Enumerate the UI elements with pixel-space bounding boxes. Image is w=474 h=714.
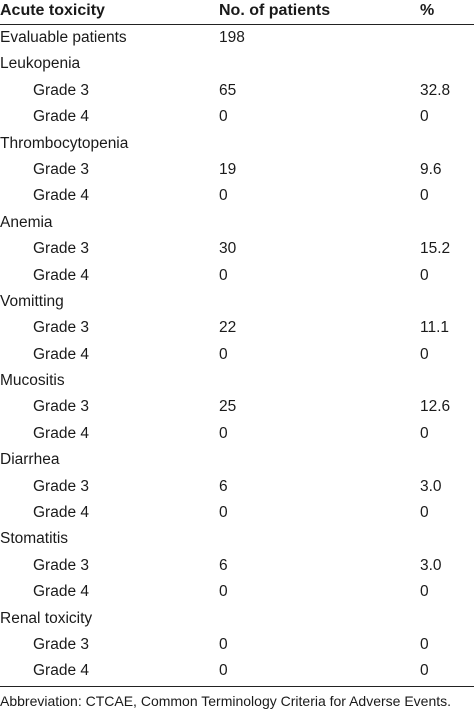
grade-label: Grade 3 (33, 160, 90, 178)
grade-label: Grade 4 (33, 424, 90, 442)
category-label: Renal toxicity (0, 609, 93, 627)
patient-count: 0 (219, 108, 228, 126)
percentage: 12.6 (420, 398, 451, 416)
patient-count: 22 (219, 319, 237, 337)
grade-label: Grade 3 (33, 477, 90, 495)
percentage: 3.0 (420, 556, 442, 574)
category-label: Leukopenia (0, 55, 81, 73)
patient-count: 198 (219, 29, 245, 46)
table-row: Grade 3 25 12.6 (0, 394, 474, 420)
table-row: Grade 4 0 0 (0, 263, 474, 289)
table-row: Vomitting (0, 289, 474, 315)
table-row: Leukopenia (0, 51, 474, 77)
table-row: Renal toxicity (0, 606, 474, 632)
table-body: Evaluable patients 198 Leukopenia Grade 3 65… (0, 25, 474, 685)
grade-label: Grade 3 (33, 319, 90, 337)
category-label: Diarrhea (0, 451, 60, 469)
percentage: 0 (420, 266, 429, 284)
table-row: Anemia (0, 210, 474, 236)
table-row: Grade 4 0 0 (0, 183, 474, 209)
patient-count: 0 (219, 345, 228, 363)
table-row: Stomatitis (0, 526, 474, 552)
grade-label: Grade 4 (33, 662, 90, 680)
category-label: Thrombocytopenia (0, 134, 129, 152)
category-label: Anemia (0, 213, 53, 231)
percentage: 15.2 (420, 240, 451, 258)
percentage: 3.0 (420, 477, 442, 495)
table-row: Diarrhea (0, 447, 474, 473)
patient-count: 0 (219, 583, 228, 601)
grade-label: Grade 4 (33, 504, 90, 522)
table-row: Grade 3 22 11.1 (0, 315, 474, 341)
table-row: Grade 3 6 3.0 (0, 553, 474, 579)
category-label: Stomatitis (0, 530, 69, 548)
patient-count: 0 (219, 187, 228, 205)
patient-count: 25 (219, 398, 237, 416)
patient-count: 0 (219, 504, 228, 522)
table-row: Evaluable patients 198 (0, 25, 474, 51)
patient-count: 19 (219, 160, 237, 178)
grade-label: Grade 4 (33, 108, 90, 126)
percentage: 11.1 (420, 319, 450, 337)
patient-count: 0 (219, 662, 228, 680)
category-label: Mucositis (0, 372, 65, 390)
percentage: 0 (420, 187, 429, 205)
grade-label: Grade 4 (33, 187, 90, 205)
percentage: 32.8 (420, 81, 451, 99)
header-acute-toxicity: Acute toxicity (0, 2, 105, 19)
percentage: 9.6 (420, 160, 442, 178)
table-row: Grade 4 0 0 (0, 342, 474, 368)
grade-label: Grade 4 (33, 583, 90, 601)
grade-label: Grade 3 (33, 635, 90, 653)
grade-label: Grade 3 (33, 398, 90, 416)
table-row: Grade 4 0 0 (0, 500, 474, 526)
grade-label: Grade 3 (33, 81, 90, 99)
category-label: Evaluable patients (0, 29, 127, 46)
patient-count: 6 (219, 477, 228, 495)
percentage: 0 (420, 635, 429, 653)
table-row: Grade 3 19 9.6 (0, 157, 474, 183)
grade-label: Grade 3 (33, 240, 90, 258)
grade-label: Grade 3 (33, 556, 90, 574)
percentage: 0 (420, 662, 429, 680)
percentage: 0 (420, 583, 429, 601)
table-row: Grade 4 0 0 (0, 579, 474, 605)
table-row: Grade 3 30 15.2 (0, 236, 474, 262)
table-row: Grade 4 0 0 (0, 658, 474, 684)
table-row: Grade 3 65 32.8 (0, 78, 474, 104)
patient-count: 0 (219, 424, 228, 442)
percentage: 0 (420, 424, 429, 442)
table-row: Thrombocytopenia (0, 131, 474, 157)
percentage: 0 (420, 108, 429, 126)
percentage: 0 (420, 345, 429, 363)
footer-divider (0, 686, 474, 687)
table-row: Mucositis (0, 368, 474, 394)
table-row: Grade 4 0 0 (0, 421, 474, 447)
grade-label: Grade 4 (33, 266, 90, 284)
category-label: Vomitting (0, 292, 64, 310)
table-row: Grade 3 6 3.0 (0, 474, 474, 500)
table-header-row: Acute toxicity No. of patients % (0, 0, 474, 25)
patient-count: 0 (219, 266, 228, 284)
grade-label: Grade 4 (33, 345, 90, 363)
table-row: Grade 3 0 0 (0, 632, 474, 658)
patient-count: 65 (219, 81, 237, 99)
table-row: Grade 4 0 0 (0, 104, 474, 130)
patient-count: 30 (219, 240, 237, 258)
patient-count: 6 (219, 556, 228, 574)
percentage: 0 (420, 504, 429, 522)
patient-count: 0 (219, 635, 228, 653)
header-no-of-patients: No. of patients (219, 2, 331, 19)
header-percent: % (420, 2, 435, 19)
table-footnote: Abbreviation: CTCAE, Common Terminology … (0, 693, 452, 709)
toxicity-table: Acute toxicity No. of patients % Evaluab… (0, 0, 474, 685)
